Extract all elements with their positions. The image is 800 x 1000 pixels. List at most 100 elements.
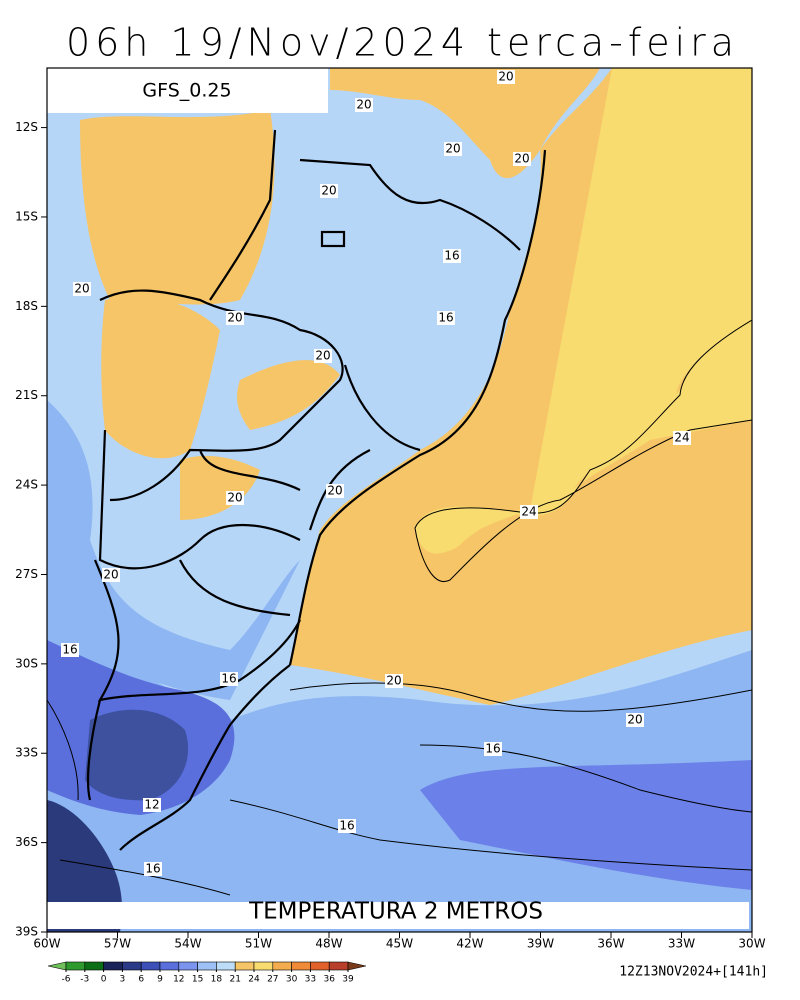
colorbar-bin <box>140 961 161 971</box>
contour-label: 12 <box>144 798 159 812</box>
contour-label: 20 <box>356 98 371 112</box>
field-warm-land-w <box>101 296 220 459</box>
coastline <box>288 149 547 666</box>
colorbar-tick-label: -6 <box>62 975 71 985</box>
colorbar-tick-label: 9 <box>157 975 163 985</box>
contour-label: 20 <box>74 282 89 296</box>
contour-label-bg <box>626 713 644 727</box>
isotherm <box>289 682 752 712</box>
colorbar-bin <box>234 961 255 971</box>
contour-label: 20 <box>386 674 401 688</box>
contour-label-bg <box>497 70 515 84</box>
lat-tick-label: 15S <box>15 209 38 223</box>
contour-label-bg <box>102 568 120 582</box>
colorbar-tick-label: 33 <box>305 975 316 985</box>
colorbar-bin <box>253 961 274 971</box>
lon-tick-label: 39W <box>527 937 554 951</box>
contour-label: 20 <box>627 713 642 727</box>
colorbar-tick-label: 12 <box>173 975 184 985</box>
lon-tick-label: 36W <box>597 937 624 951</box>
model-label: GFS_0.25 <box>142 80 231 102</box>
contour-label: 20 <box>445 142 460 156</box>
lat-tick-label: 18S <box>15 299 38 313</box>
lon-tick-label: 33W <box>668 937 695 951</box>
contour-label-bg <box>673 431 691 445</box>
contour-label-bg <box>220 672 238 686</box>
colorbar-bin <box>84 961 104 971</box>
lon-tick-label: 51W <box>245 937 272 951</box>
field-mild-south <box>47 400 300 700</box>
lon-tick-label: 60W <box>33 937 60 951</box>
contour-label: 20 <box>327 484 342 498</box>
contour-label: 16 <box>438 311 453 325</box>
contour-label-bg <box>144 862 162 876</box>
colorbar-bin <box>328 961 349 971</box>
isotherm <box>229 799 752 871</box>
field-warm-land-nw <box>80 110 275 305</box>
caption: TEMPERATURA 2 METROS <box>248 899 543 925</box>
lon-tick-label: 42W <box>456 937 483 951</box>
colorbar-bin <box>178 961 198 971</box>
contour-label-bg <box>143 798 161 812</box>
model-box <box>47 68 328 113</box>
contour-label: 16 <box>444 249 459 263</box>
contour-label-bg <box>326 484 344 498</box>
field-warm-land-s <box>180 455 260 520</box>
colorbar-bin <box>103 961 123 971</box>
contour-label-bg <box>320 184 338 198</box>
map-title: 06h 19/Nov/2024 terca-feira <box>66 21 734 65</box>
lat-tick-label: 30S <box>15 656 38 670</box>
field-cool-ocean <box>420 760 752 890</box>
contour-label-bg <box>437 311 455 325</box>
contour-label-bg <box>61 643 79 657</box>
colorbar-tick-label: 39 <box>342 975 354 985</box>
lat-tick-label: 36S <box>15 835 38 849</box>
lat-tick-label: 12S <box>15 120 38 134</box>
district-border <box>320 230 346 248</box>
colorbar-tick-label: 27 <box>267 975 278 985</box>
lon-tick-label: 30W <box>738 937 765 951</box>
run-info: 12Z13NOV2024+[141h] <box>619 965 768 980</box>
contour-label-group: 20 20 20 20 20 16 20 16 20 20 24 20 20 24 20 16 16 20 20 16… <box>61 70 691 876</box>
contour-label: 20 <box>514 152 529 166</box>
contour-label: 24 <box>674 431 689 445</box>
colorbar-tick-label: 18 <box>211 975 223 985</box>
colorbar-tick-label: -3 <box>80 975 89 985</box>
colorbar-bin <box>159 961 180 971</box>
contour-label: 16 <box>221 672 236 686</box>
colorbar-bin <box>291 961 311 971</box>
contour-label: 16 <box>62 643 77 657</box>
colorbar-tick-label: 3 <box>120 975 126 985</box>
contour-label-bg <box>338 819 356 833</box>
contour-label: 16 <box>145 862 160 876</box>
contour-label: 16 <box>339 819 354 833</box>
lon-tick-label: 45W <box>386 937 413 951</box>
field-colder <box>85 709 189 801</box>
colorbar-tick-label: 36 <box>323 975 335 985</box>
colorbar-bin <box>216 961 236 971</box>
contour-label-bg <box>73 282 91 296</box>
contour-label: 20 <box>103 568 118 582</box>
field-hot-ocean-core <box>415 68 752 554</box>
contour-label-bg <box>444 142 462 156</box>
contour-label-bg <box>520 505 538 519</box>
contour-label: 20 <box>498 70 513 84</box>
contour-label-bg <box>355 98 373 112</box>
field-warm-land-n <box>330 68 600 179</box>
contour-label-bg <box>226 311 244 325</box>
lon-tick-label: 48W <box>315 937 342 951</box>
map-field: 20 20 20 20 20 16 20 16 20 20 24 20 20 24 20 16 16 20 20 16… <box>47 68 752 932</box>
colorbar-bin <box>272 961 292 971</box>
colorbar-end <box>347 961 367 971</box>
colorbar-tick-label: 30 <box>286 975 298 985</box>
contour-label: 20 <box>227 311 242 325</box>
contour-label: 24 <box>521 505 536 519</box>
colorbar-tick-label: 0 <box>101 975 107 985</box>
colorbar-bin <box>65 961 86 971</box>
colorbar-tick-label: 15 <box>192 975 203 985</box>
lat-tick-label: 33S <box>15 746 38 760</box>
contour-label-bg <box>385 674 403 688</box>
isotherm <box>414 319 752 583</box>
lat-tick-label: 24S <box>15 478 38 492</box>
